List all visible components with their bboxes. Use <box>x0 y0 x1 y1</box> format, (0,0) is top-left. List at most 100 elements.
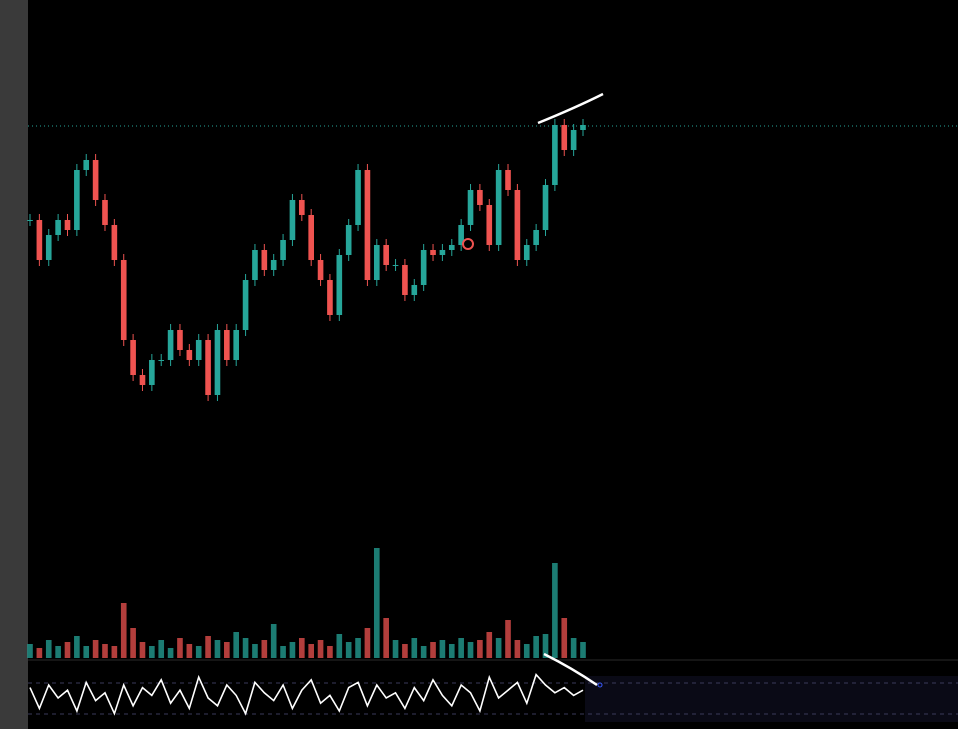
volume-bar <box>420 646 427 658</box>
volume-bar <box>139 642 146 658</box>
volume-bar <box>195 646 202 658</box>
volume-bar <box>299 638 305 658</box>
volume-bar <box>64 642 71 658</box>
candle-body <box>467 190 474 225</box>
volume-bar <box>317 640 324 658</box>
volume-bar <box>448 644 455 658</box>
candle-body <box>420 250 427 285</box>
candle-body <box>289 200 296 240</box>
candle-body <box>308 215 314 260</box>
candle-body <box>533 230 539 245</box>
candle-body <box>364 170 371 280</box>
volume-bar <box>205 636 211 658</box>
candle-body <box>505 170 511 190</box>
volume-bar <box>149 646 155 658</box>
candle-body <box>167 330 174 360</box>
volume-bar <box>580 642 586 658</box>
candle-body <box>102 200 108 225</box>
volume-bar <box>355 638 361 658</box>
candle-body <box>570 130 577 150</box>
candle-body <box>327 280 333 315</box>
trend-annotation <box>537 92 604 125</box>
candle-body <box>233 330 240 360</box>
volume-bar <box>505 620 511 658</box>
volume-bar <box>523 644 530 658</box>
candle-body <box>252 250 258 280</box>
volume-bar <box>45 640 52 658</box>
marks <box>27 119 586 716</box>
volume-bar <box>130 628 136 658</box>
volume-bar <box>570 638 577 658</box>
volume-bar <box>467 642 474 658</box>
candle-body <box>55 220 61 235</box>
volume-bar <box>364 628 371 658</box>
candle-body <box>383 245 389 265</box>
candle-body <box>36 220 43 260</box>
candle-body <box>27 220 33 221</box>
volume-bar <box>158 640 165 658</box>
volume-bar <box>224 642 230 658</box>
candle-body <box>477 190 483 205</box>
candle-body <box>495 170 502 245</box>
volume-bar <box>542 634 549 658</box>
volume-bar <box>102 644 108 658</box>
side-bar <box>0 0 28 729</box>
volume-bar <box>383 618 389 658</box>
candle-body <box>411 285 418 295</box>
candle-body <box>317 260 324 280</box>
candle-body <box>120 260 127 340</box>
candle-body <box>561 125 568 150</box>
volume-bar <box>233 632 240 658</box>
candle-body <box>111 225 118 260</box>
volume-bar <box>495 638 502 658</box>
candle-body <box>514 190 521 260</box>
volume-bar <box>514 640 521 658</box>
candle-body <box>280 240 286 260</box>
oscillator-trend-annotation <box>543 652 598 687</box>
candle-body <box>580 125 586 130</box>
volume-bar <box>477 640 483 658</box>
volume-bar <box>345 642 352 658</box>
volume-bar <box>533 636 539 658</box>
volume-bar <box>186 644 193 658</box>
candle-body <box>205 340 211 395</box>
candle-body <box>486 205 493 245</box>
volume-bar <box>373 548 380 658</box>
candle-body <box>74 170 80 230</box>
candle-body <box>177 330 183 350</box>
candle-body <box>345 225 352 255</box>
volume-bar <box>242 638 249 658</box>
volume-bar <box>336 634 343 658</box>
volume-bar <box>392 640 399 658</box>
volume-bar <box>167 648 174 658</box>
candle-body <box>552 125 558 185</box>
candle-body <box>523 245 530 260</box>
candle-body <box>139 375 146 385</box>
candle-body <box>158 360 165 361</box>
volume-bar <box>83 646 90 658</box>
oscillator-anchor <box>597 682 603 688</box>
candle-body <box>149 360 155 385</box>
volume-bar <box>120 603 127 658</box>
volume-bar <box>458 638 464 658</box>
volume-bar <box>252 644 258 658</box>
candle-body <box>92 160 99 200</box>
volume-bar <box>92 640 99 658</box>
volume-bar <box>27 644 33 658</box>
candle-body <box>224 330 230 360</box>
candle-body <box>45 235 52 260</box>
candle-body <box>214 330 221 395</box>
candle-body <box>336 255 343 315</box>
volume-bar <box>289 642 296 658</box>
volume-bar <box>74 636 80 658</box>
candle-body <box>448 245 455 250</box>
volume-bar <box>430 642 436 658</box>
volume-bar <box>561 618 568 658</box>
volume-bar <box>55 646 61 658</box>
oscillator-line <box>29 673 584 716</box>
volume-bar <box>214 640 221 658</box>
volume-bar <box>308 644 314 658</box>
candle-body <box>130 340 136 375</box>
